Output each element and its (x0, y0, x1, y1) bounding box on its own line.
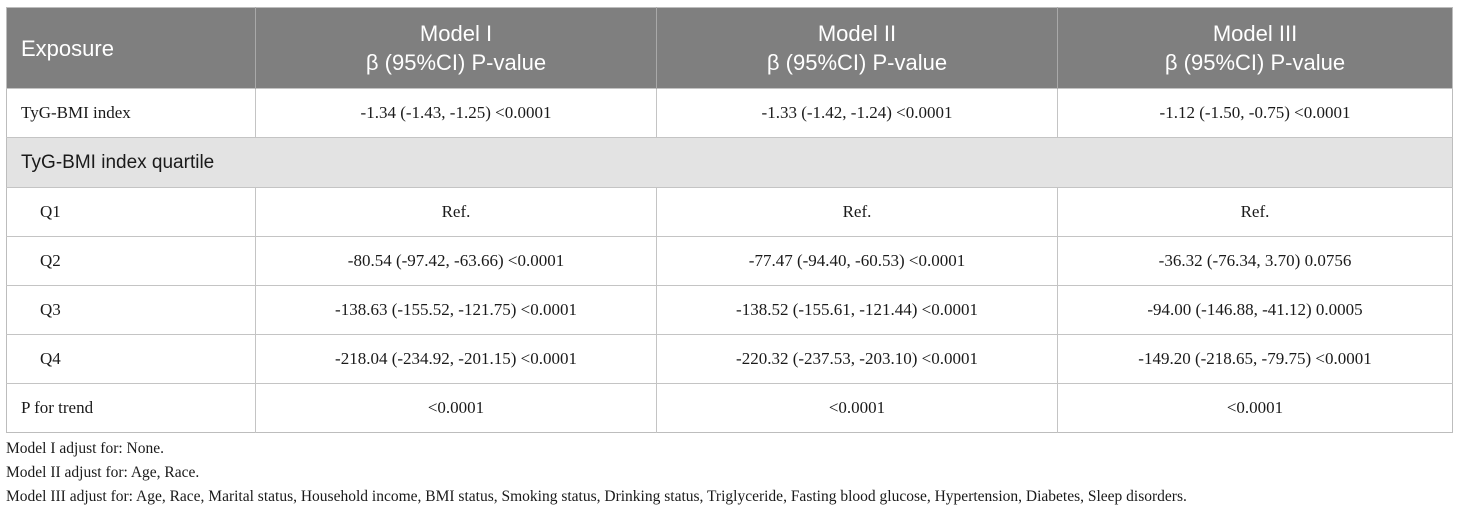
row-label: Q3 (6, 285, 256, 335)
table-row-trend: P for trend <0.0001 <0.0001 <0.0001 (6, 383, 1453, 433)
table-cell: -138.63 (-155.52, -121.75) <0.0001 (255, 285, 657, 335)
header-model-3-name: Model III (1212, 21, 1298, 46)
results-table-container: Exposure Model I β (95%CI) P-value Model… (6, 7, 1453, 433)
table-cell: -94.00 (-146.88, -41.12) 0.0005 (1057, 285, 1453, 335)
table-cell: <0.0001 (656, 383, 1058, 433)
table-cell: -218.04 (-234.92, -201.15) <0.0001 (255, 334, 657, 384)
section-label: TyG-BMI index quartile (6, 137, 1453, 188)
table-row-q1: Q1 Ref. Ref. Ref. (6, 187, 1453, 237)
table-cell: <0.0001 (1057, 383, 1453, 433)
table-header: Exposure Model I β (95%CI) P-value Model… (6, 7, 1453, 89)
table-cell: Ref. (656, 187, 1058, 237)
row-label: Q1 (6, 187, 256, 237)
table-cell: Ref. (1057, 187, 1453, 237)
table-cell: -80.54 (-97.42, -63.66) <0.0001 (255, 236, 657, 286)
table-cell: -149.20 (-218.65, -79.75) <0.0001 (1057, 334, 1453, 384)
header-model-2: Model II β (95%CI) P-value (656, 7, 1058, 89)
table-row-q3: Q3 -138.63 (-155.52, -121.75) <0.0001 -1… (6, 285, 1453, 335)
table-row-index: TyG-BMI index -1.34 (-1.43, -1.25) <0.00… (6, 88, 1453, 138)
table-cell: -36.32 (-76.34, 3.70) 0.0756 (1057, 236, 1453, 286)
table-cell: Ref. (255, 187, 657, 237)
header-model-3-subtitle: β (95%CI) P-value (1164, 50, 1346, 75)
header-row: Exposure Model I β (95%CI) P-value Model… (6, 7, 1453, 89)
table-cell: -138.52 (-155.61, -121.44) <0.0001 (656, 285, 1058, 335)
table-body: TyG-BMI index -1.34 (-1.43, -1.25) <0.00… (6, 88, 1453, 433)
table-cell: -1.12 (-1.50, -0.75) <0.0001 (1057, 88, 1453, 138)
header-model-2-name: Model II (817, 21, 897, 46)
row-label: Q2 (6, 236, 256, 286)
table-cell: -1.34 (-1.43, -1.25) <0.0001 (255, 88, 657, 138)
header-exposure: Exposure (6, 7, 256, 89)
table-row-q4: Q4 -218.04 (-234.92, -201.15) <0.0001 -2… (6, 334, 1453, 384)
section-row-quartile: TyG-BMI index quartile (6, 137, 1453, 188)
footnote-model-2: Model II adjust for: Age, Race. (6, 464, 200, 481)
table-row-q2: Q2 -80.54 (-97.42, -63.66) <0.0001 -77.4… (6, 236, 1453, 286)
header-model-1: Model I β (95%CI) P-value (255, 7, 657, 89)
row-label: P for trend (6, 383, 256, 433)
table-footnotes: Model I adjust for: None. Model II adjus… (6, 437, 1454, 509)
header-model-2-subtitle: β (95%CI) P-value (766, 50, 948, 75)
table-cell: -220.32 (-237.53, -203.10) <0.0001 (656, 334, 1058, 384)
header-model-3: Model III β (95%CI) P-value (1057, 7, 1453, 89)
table-cell: -1.33 (-1.42, -1.24) <0.0001 (656, 88, 1058, 138)
table-cell: <0.0001 (255, 383, 657, 433)
header-model-1-name: Model I (419, 21, 493, 46)
table-cell: -77.47 (-94.40, -60.53) <0.0001 (656, 236, 1058, 286)
regression-results-table: Exposure Model I β (95%CI) P-value Model… (6, 7, 1453, 433)
row-label: Q4 (6, 334, 256, 384)
footnote-model-3: Model III adjust for: Age, Race, Marital… (6, 488, 1187, 505)
header-model-1-subtitle: β (95%CI) P-value (365, 50, 547, 75)
footnote-model-1: Model I adjust for: None. (6, 440, 164, 457)
row-label: TyG-BMI index (6, 88, 256, 138)
